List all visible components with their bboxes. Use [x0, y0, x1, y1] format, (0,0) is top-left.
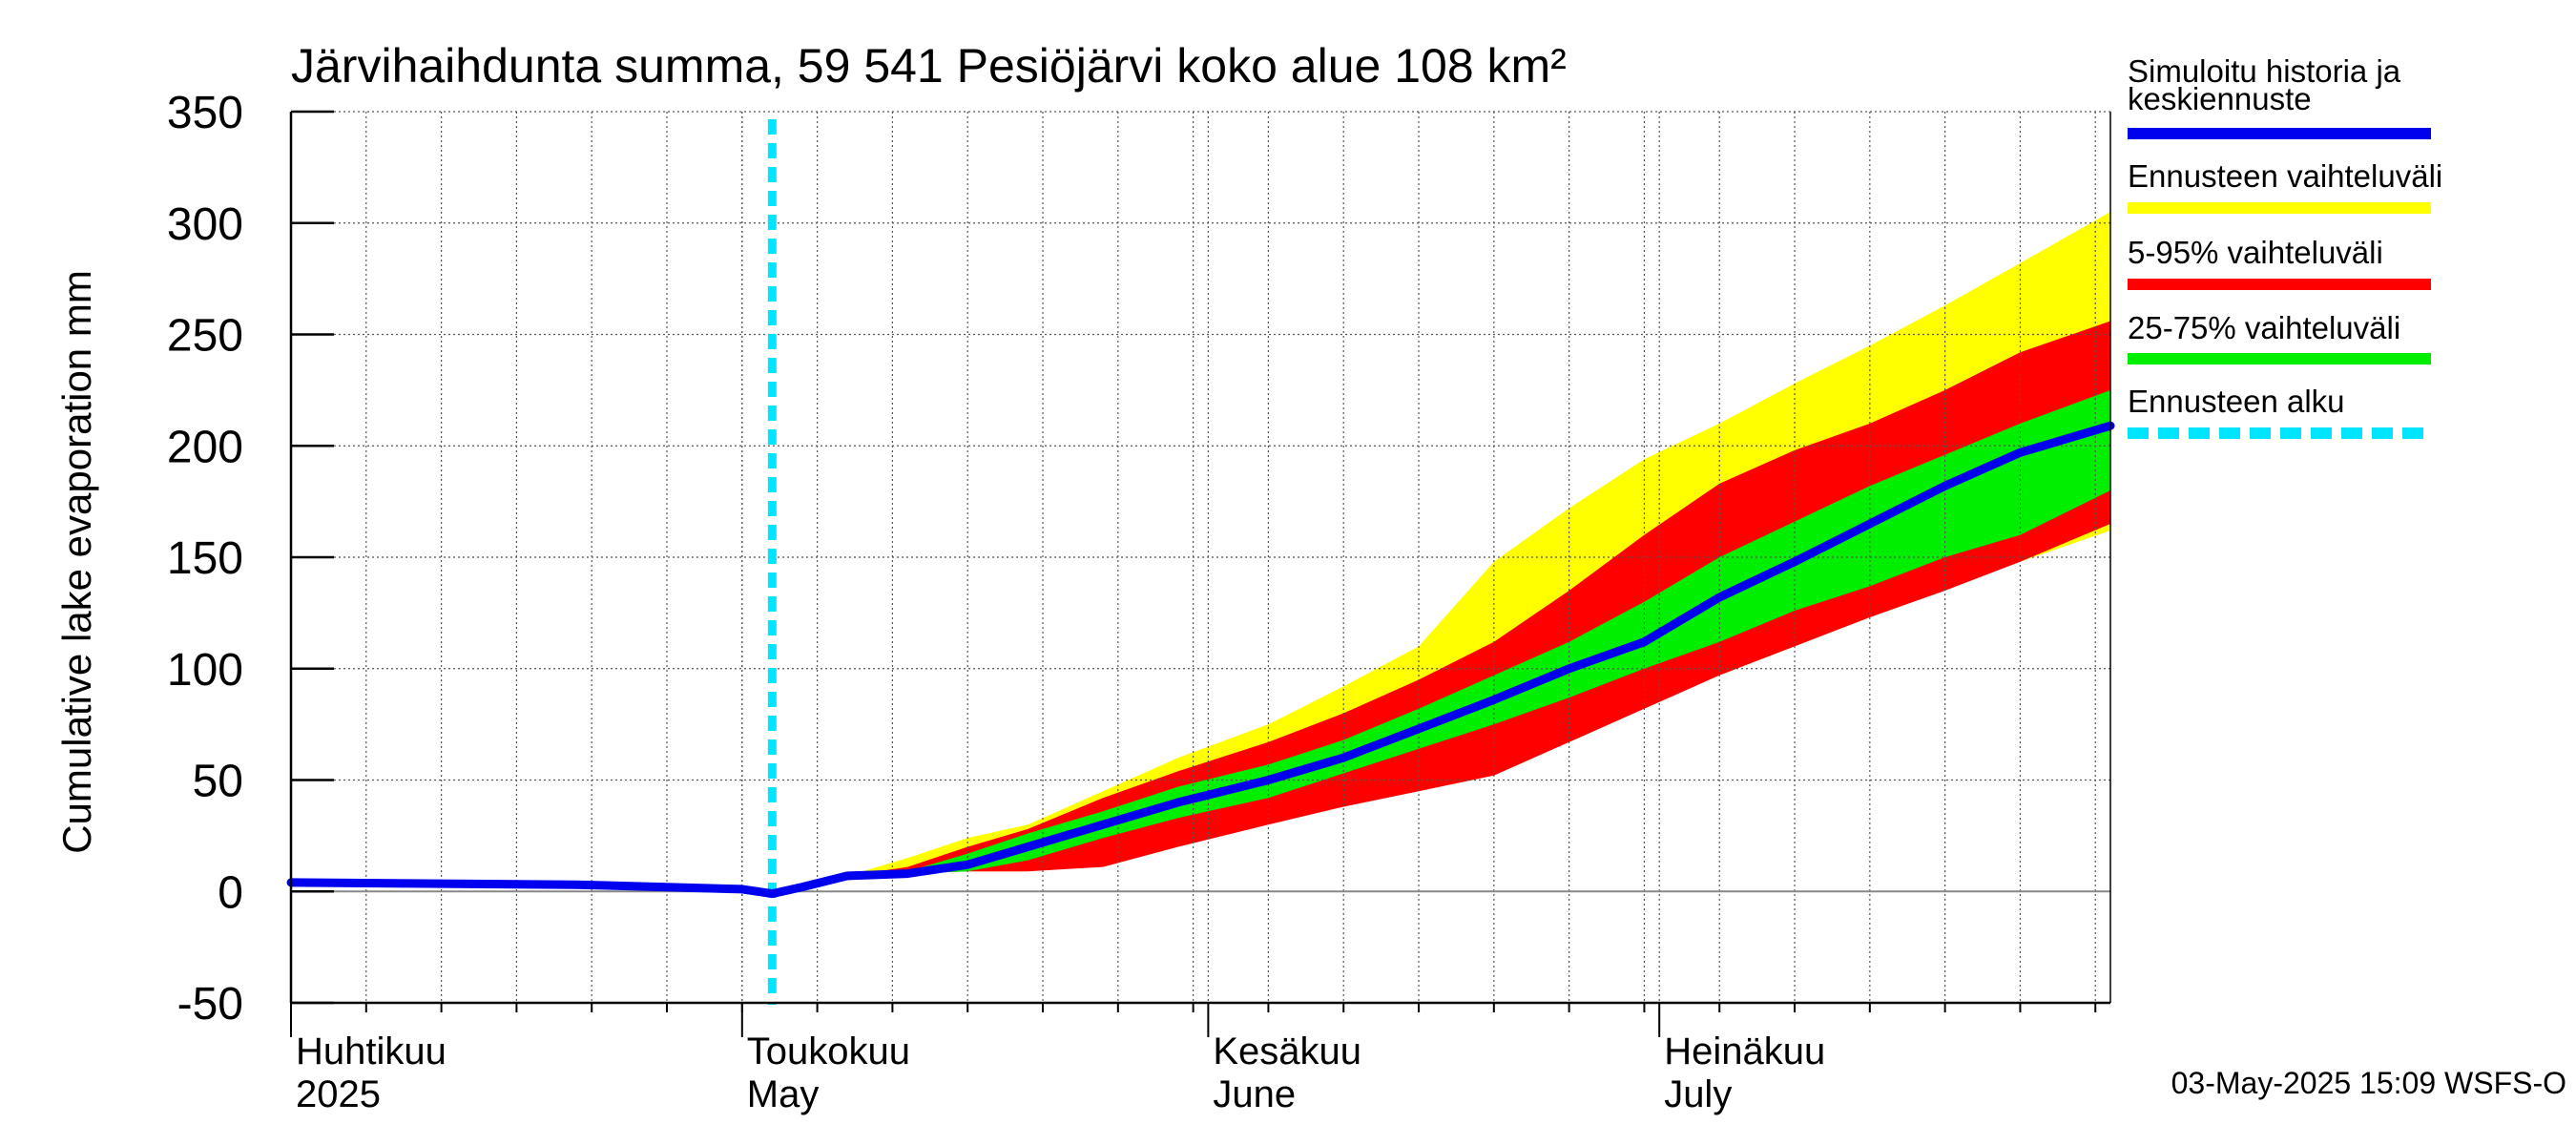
- legend-label: 25-75% vaihteluväli: [2128, 310, 2400, 345]
- median-line: [286, 421, 2115, 899]
- chart-title: Järvihaihdunta summa, 59 541 Pesiöjärvi …: [291, 39, 1567, 93]
- y-tick-label: 50: [193, 757, 243, 807]
- timestamp: 03-May-2025 15:09 WSFS-O: [2171, 1066, 2566, 1100]
- legend-label: Ennusteen vaihteluväli: [2128, 158, 2442, 194]
- x-month-label: Heinäkuu: [1664, 1030, 1825, 1072]
- y-tick-label: 300: [167, 199, 243, 250]
- series-lines: [286, 421, 2115, 899]
- y-axis-label: Cumulative lake evaporation mm: [54, 270, 99, 854]
- x-month-sublabel: July: [1664, 1073, 1732, 1115]
- x-month-label: Toukokuu: [747, 1030, 910, 1072]
- y-tick-labels: 350 300 250 200 150 100 50 0 -50: [167, 88, 243, 1030]
- x-month-label: Huhtikuu: [296, 1030, 447, 1072]
- forecast-bands: [291, 212, 2110, 894]
- x-month-sublabel: June: [1213, 1073, 1296, 1115]
- legend-label: Simuloitu historia ja: [2128, 53, 2401, 89]
- axes: [289, 110, 2111, 1037]
- y-tick-label: 350: [167, 88, 243, 138]
- legend-label: Ennusteen alku: [2128, 384, 2345, 419]
- y-tick-label: 100: [167, 645, 243, 696]
- x-month-sublabel: 2025: [296, 1073, 381, 1115]
- x-month-label: Kesäkuu: [1213, 1030, 1361, 1072]
- legend-label: 5-95% vaihteluväli: [2128, 235, 2383, 270]
- y-tick-label: 0: [218, 867, 243, 918]
- legend-label: keskiennuste: [2128, 81, 2312, 116]
- y-tick-label: -50: [177, 979, 243, 1030]
- y-tick-label: 200: [167, 422, 243, 472]
- y-tick-label: 150: [167, 533, 243, 584]
- x-month-sublabel: May: [747, 1073, 820, 1115]
- y-tick-label: 250: [167, 311, 243, 362]
- grid: [291, 111, 2110, 1003]
